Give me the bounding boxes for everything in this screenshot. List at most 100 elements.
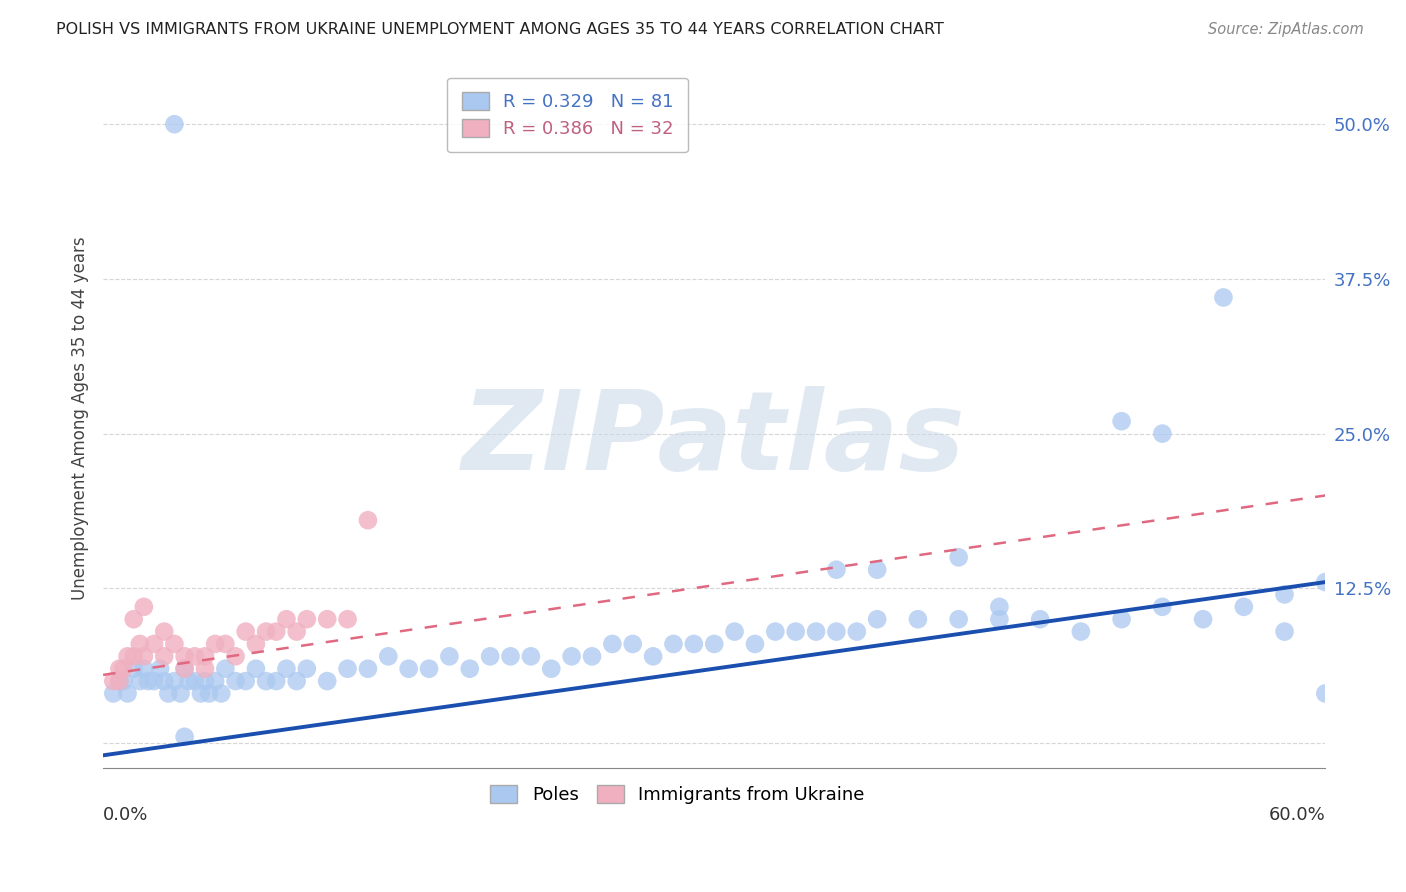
Immigrants from Ukraine <box>153 624 176 639</box>
Poles <box>1152 599 1174 614</box>
Immigrants from Ukraine <box>108 674 131 689</box>
Poles <box>988 612 1011 626</box>
Text: 0.0%: 0.0% <box>103 806 149 824</box>
Poles <box>845 624 868 639</box>
Immigrants from Ukraine <box>173 649 195 664</box>
Poles <box>214 662 236 676</box>
Poles <box>122 662 145 676</box>
Poles <box>245 662 267 676</box>
Text: Source: ZipAtlas.com: Source: ZipAtlas.com <box>1208 22 1364 37</box>
Poles <box>662 637 685 651</box>
Poles <box>173 730 195 744</box>
Poles <box>763 624 786 639</box>
Immigrants from Ukraine <box>254 624 277 639</box>
Immigrants from Ukraine <box>117 649 139 664</box>
Poles <box>225 674 247 689</box>
Poles <box>132 662 155 676</box>
Poles <box>117 686 139 700</box>
Immigrants from Ukraine <box>276 612 298 626</box>
Poles <box>235 674 257 689</box>
Immigrants from Ukraine <box>143 637 166 651</box>
Poles <box>108 674 131 689</box>
Poles <box>1152 426 1174 441</box>
Poles <box>264 674 287 689</box>
Poles <box>907 612 929 626</box>
Immigrants from Ukraine <box>194 649 217 664</box>
Immigrants from Ukraine <box>204 637 226 651</box>
Text: ZIPatlas: ZIPatlas <box>463 385 966 492</box>
Poles <box>825 624 848 639</box>
Poles <box>1233 599 1256 614</box>
Immigrants from Ukraine <box>108 662 131 676</box>
Poles <box>103 686 125 700</box>
Poles <box>377 649 399 664</box>
Poles <box>561 649 583 664</box>
Immigrants from Ukraine <box>184 649 207 664</box>
Immigrants from Ukraine <box>132 649 155 664</box>
Poles <box>1070 624 1092 639</box>
Immigrants from Ukraine <box>245 637 267 651</box>
Poles <box>1212 290 1234 304</box>
Immigrants from Ukraine <box>264 624 287 639</box>
Poles <box>209 686 232 700</box>
Poles <box>143 674 166 689</box>
Poles <box>149 662 172 676</box>
Poles <box>418 662 440 676</box>
Poles <box>198 686 221 700</box>
Poles <box>1274 587 1296 601</box>
Immigrants from Ukraine <box>153 649 176 664</box>
Poles <box>1315 575 1337 590</box>
Immigrants from Ukraine <box>112 662 135 676</box>
Immigrants from Ukraine <box>295 612 318 626</box>
Poles <box>1315 686 1337 700</box>
Poles <box>194 674 217 689</box>
Poles <box>866 612 889 626</box>
Poles <box>163 117 186 131</box>
Poles <box>866 563 889 577</box>
Poles <box>988 599 1011 614</box>
Immigrants from Ukraine <box>122 612 145 626</box>
Poles <box>204 674 226 689</box>
Poles <box>357 662 380 676</box>
Poles <box>804 624 827 639</box>
Poles <box>1111 612 1133 626</box>
Legend: Poles, Immigrants from Ukraine: Poles, Immigrants from Ukraine <box>484 777 872 811</box>
Poles <box>520 649 543 664</box>
Poles <box>184 674 207 689</box>
Immigrants from Ukraine <box>173 662 195 676</box>
Poles <box>499 649 522 664</box>
Immigrants from Ukraine <box>128 637 150 651</box>
Poles <box>948 612 970 626</box>
Y-axis label: Unemployment Among Ages 35 to 44 years: Unemployment Among Ages 35 to 44 years <box>72 236 89 600</box>
Poles <box>316 674 339 689</box>
Poles <box>128 674 150 689</box>
Poles <box>621 637 644 651</box>
Immigrants from Ukraine <box>163 637 186 651</box>
Poles <box>825 563 848 577</box>
Poles <box>439 649 461 664</box>
Poles <box>173 662 195 676</box>
Poles <box>723 624 745 639</box>
Text: POLISH VS IMMIGRANTS FROM UKRAINE UNEMPLOYMENT AMONG AGES 35 TO 44 YEARS CORRELA: POLISH VS IMMIGRANTS FROM UKRAINE UNEMPL… <box>56 22 943 37</box>
Poles <box>682 637 704 651</box>
Poles <box>703 637 725 651</box>
Poles <box>254 674 277 689</box>
Immigrants from Ukraine <box>194 662 217 676</box>
Poles <box>1111 414 1133 428</box>
Immigrants from Ukraine <box>132 599 155 614</box>
Poles <box>602 637 624 651</box>
Poles <box>948 550 970 565</box>
Poles <box>276 662 298 676</box>
Poles <box>398 662 420 676</box>
Poles <box>169 686 191 700</box>
Immigrants from Ukraine <box>103 674 125 689</box>
Poles <box>336 662 359 676</box>
Immigrants from Ukraine <box>316 612 339 626</box>
Immigrants from Ukraine <box>122 649 145 664</box>
Immigrants from Ukraine <box>235 624 257 639</box>
Poles <box>1274 624 1296 639</box>
Poles <box>285 674 308 689</box>
Immigrants from Ukraine <box>336 612 359 626</box>
Poles <box>479 649 502 664</box>
Poles <box>177 674 200 689</box>
